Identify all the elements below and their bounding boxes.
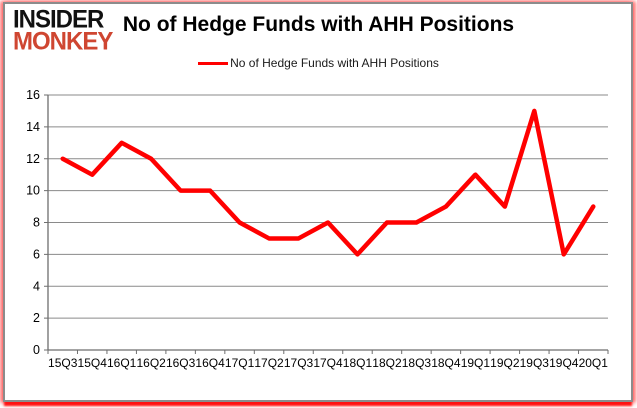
chart-title: No of Hedge Funds with AHH Positions bbox=[122, 13, 515, 36]
svg-text:10: 10 bbox=[26, 184, 40, 198]
svg-text:2: 2 bbox=[33, 311, 40, 325]
x-axis-labels: 15Q3 15Q4 16Q1 16Q2 16Q3 16Q4 17Q1 17Q2 17Q3 17Q4… bbox=[48, 356, 608, 370]
svg-text:17Q3: 17Q3 bbox=[284, 356, 314, 370]
svg-text:16Q3: 16Q3 bbox=[166, 356, 196, 370]
svg-text:18Q2: 18Q2 bbox=[372, 356, 402, 370]
series-line bbox=[60, 108, 596, 257]
svg-text:20Q1: 20Q1 bbox=[579, 356, 609, 370]
legend-label: No of Hedge Funds with AHH Positions bbox=[230, 56, 439, 70]
svg-text:0: 0 bbox=[33, 343, 40, 357]
svg-text:4: 4 bbox=[33, 279, 40, 293]
gridlines bbox=[48, 94, 608, 319]
svg-text:18Q1: 18Q1 bbox=[343, 356, 373, 370]
insider-monkey-logo: INSIDER MONKEY bbox=[13, 5, 113, 56]
svg-text:14: 14 bbox=[26, 120, 40, 134]
svg-text:18Q3: 18Q3 bbox=[402, 356, 432, 370]
svg-text:17Q4: 17Q4 bbox=[313, 356, 343, 370]
chart-legend: No of Hedge Funds with AHH Positions bbox=[0, 55, 637, 71]
logo-word-insider: INSIDER bbox=[13, 5, 104, 34]
svg-text:15Q4: 15Q4 bbox=[78, 356, 108, 370]
svg-text:18Q4: 18Q4 bbox=[431, 356, 461, 370]
logo-word-monkey: MONKEY bbox=[13, 27, 113, 56]
image-frame bbox=[3, 2, 633, 402]
svg-text:6: 6 bbox=[33, 247, 40, 261]
svg-text:16Q1: 16Q1 bbox=[107, 356, 137, 370]
svg-text:12: 12 bbox=[26, 152, 40, 166]
legend-line-swatch bbox=[198, 61, 229, 65]
svg-text:16Q2: 16Q2 bbox=[136, 356, 166, 370]
svg-text:19Q4: 19Q4 bbox=[549, 356, 579, 370]
y-axis-labels: 0 2 4 6 8 10 12 14 16 bbox=[26, 88, 48, 357]
svg-text:15Q3: 15Q3 bbox=[48, 356, 78, 370]
svg-text:19Q1: 19Q1 bbox=[461, 356, 491, 370]
svg-text:16: 16 bbox=[26, 88, 40, 102]
svg-text:8: 8 bbox=[33, 216, 40, 230]
svg-text:16Q4: 16Q4 bbox=[195, 356, 225, 370]
svg-text:17Q2: 17Q2 bbox=[254, 356, 284, 370]
svg-text:17Q1: 17Q1 bbox=[225, 356, 255, 370]
svg-text:19Q3: 19Q3 bbox=[520, 356, 550, 370]
x-axis-ticks bbox=[47, 350, 609, 354]
svg-text:19Q2: 19Q2 bbox=[490, 356, 520, 370]
